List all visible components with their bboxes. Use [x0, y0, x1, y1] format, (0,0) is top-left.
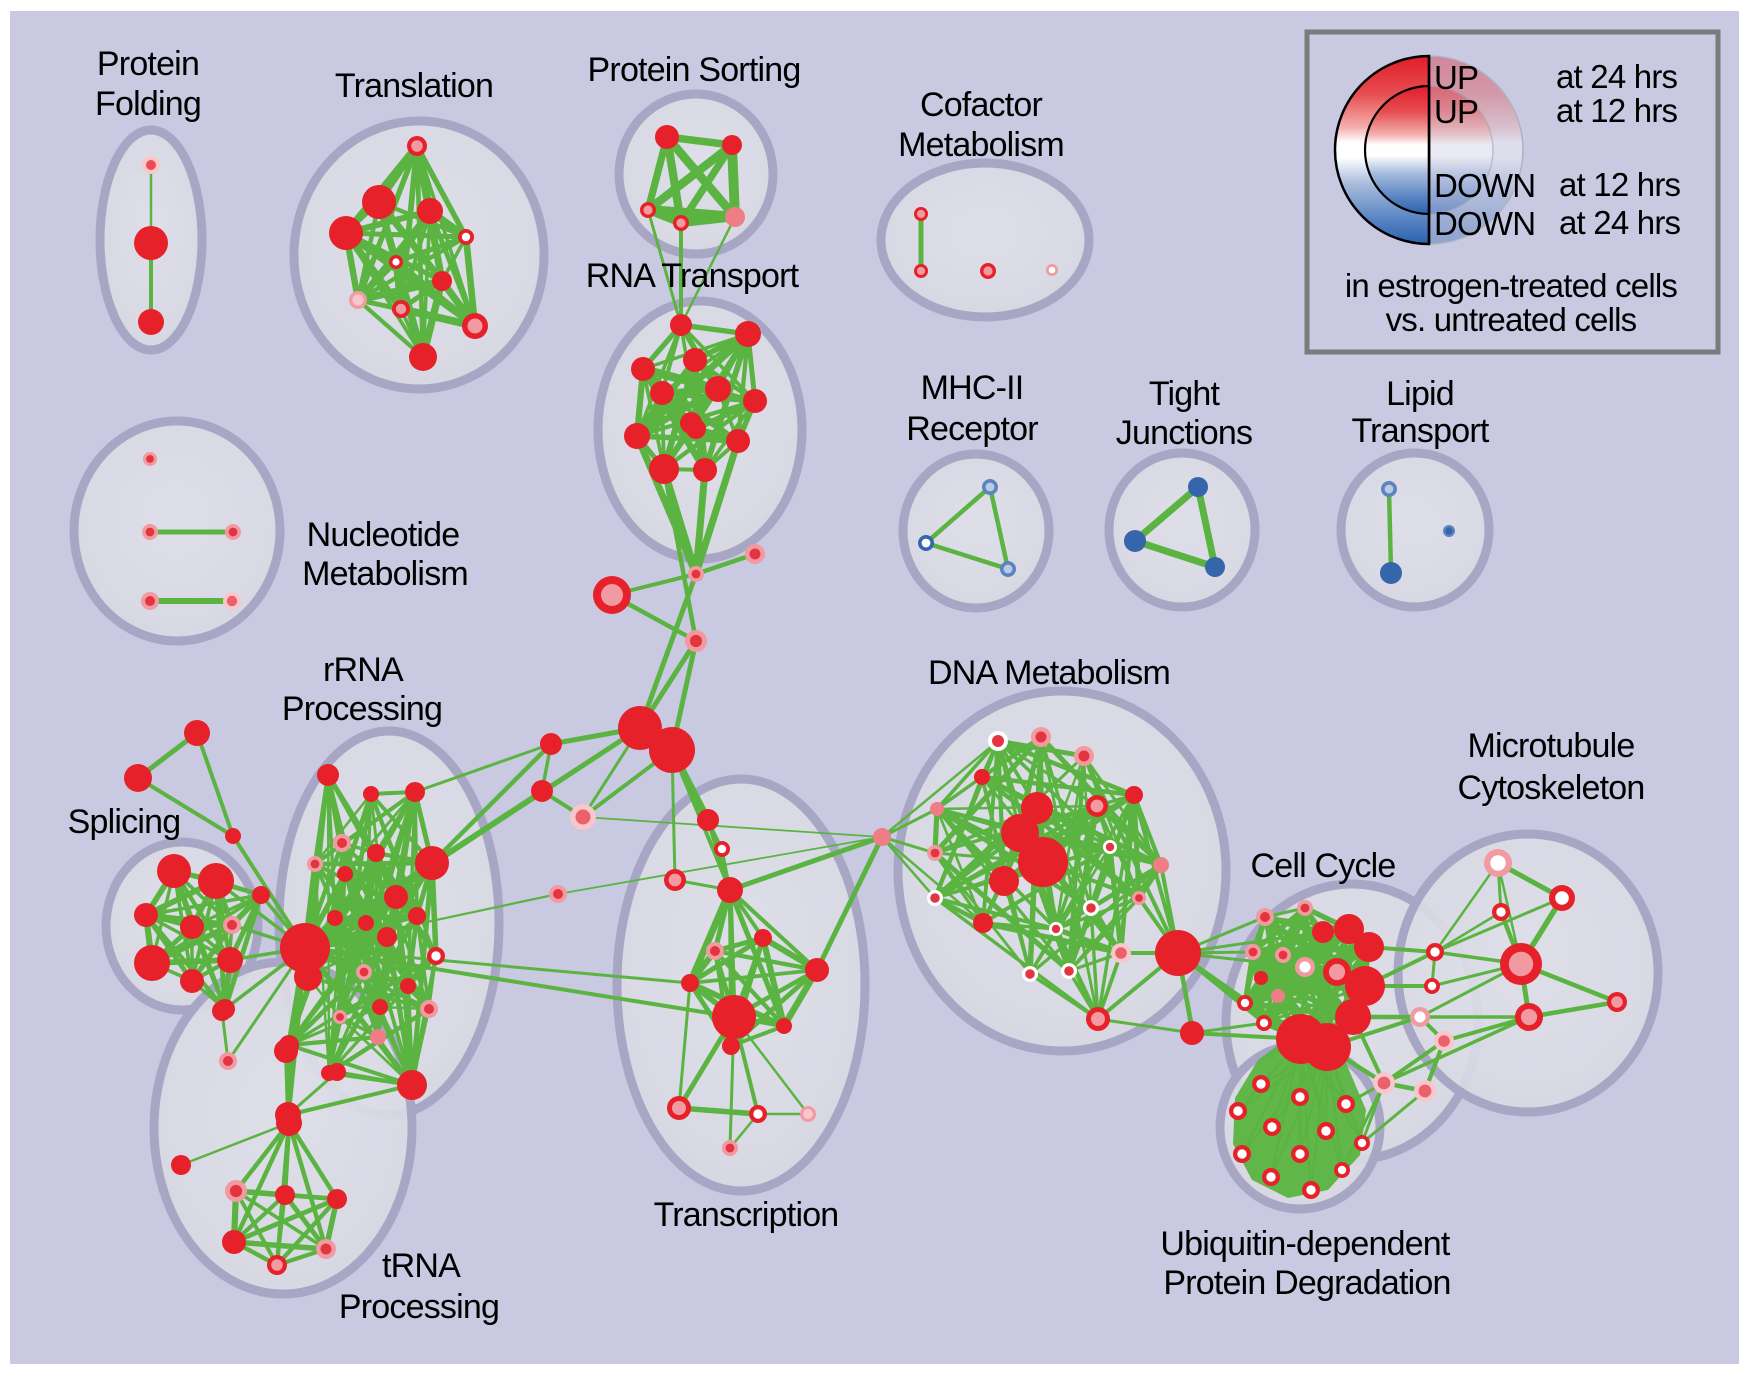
svg-text:at 12 hrs: at 12 hrs: [1556, 92, 1678, 129]
svg-text:UP: UP: [1434, 59, 1478, 96]
svg-text:Processing: Processing: [282, 690, 442, 728]
svg-text:Cytoskeleton: Cytoskeleton: [1458, 769, 1645, 807]
svg-text:tRNA: tRNA: [382, 1247, 461, 1285]
svg-text:Cell Cycle: Cell Cycle: [1250, 847, 1395, 885]
svg-text:Splicing: Splicing: [68, 803, 181, 841]
svg-text:Receptor: Receptor: [906, 410, 1038, 448]
svg-text:DNA Metabolism: DNA Metabolism: [928, 654, 1170, 692]
svg-text:Metabolism: Metabolism: [898, 126, 1064, 164]
svg-text:at 24 hrs: at 24 hrs: [1559, 204, 1681, 241]
svg-text:DOWN: DOWN: [1434, 167, 1535, 204]
svg-text:Processing: Processing: [339, 1288, 499, 1326]
svg-text:at 12 hrs: at 12 hrs: [1559, 166, 1681, 203]
svg-text:Transcription: Transcription: [654, 1196, 839, 1234]
svg-text:Tight: Tight: [1149, 375, 1221, 413]
svg-text:MHC-II: MHC-II: [921, 369, 1024, 407]
svg-text:Folding: Folding: [95, 85, 201, 123]
svg-text:Translation: Translation: [335, 67, 493, 105]
svg-text:Metabolism: Metabolism: [302, 555, 468, 593]
svg-text:UP: UP: [1434, 93, 1478, 130]
svg-text:Nucleotide: Nucleotide: [307, 516, 460, 554]
svg-text:in estrogen-treated cells: in estrogen-treated cells: [1345, 267, 1677, 304]
svg-text:RNA Transport: RNA Transport: [586, 257, 800, 295]
svg-text:at 24 hrs: at 24 hrs: [1556, 58, 1678, 95]
svg-text:Ubiquitin-dependent: Ubiquitin-dependent: [1160, 1225, 1450, 1263]
svg-text:Microtubule: Microtubule: [1468, 727, 1635, 765]
svg-text:Protein Sorting: Protein Sorting: [588, 51, 801, 89]
svg-text:Protein: Protein: [97, 45, 199, 83]
svg-text:Lipid: Lipid: [1386, 375, 1454, 413]
svg-text:DOWN: DOWN: [1434, 205, 1535, 242]
svg-text:Junctions: Junctions: [1116, 414, 1252, 452]
svg-text:Cofactor: Cofactor: [920, 86, 1043, 124]
svg-text:vs. untreated cells: vs. untreated cells: [1386, 301, 1637, 338]
svg-text:Transport: Transport: [1351, 412, 1489, 450]
svg-text:rRNA: rRNA: [323, 651, 404, 689]
svg-text:Protein Degradation: Protein Degradation: [1163, 1264, 1450, 1302]
